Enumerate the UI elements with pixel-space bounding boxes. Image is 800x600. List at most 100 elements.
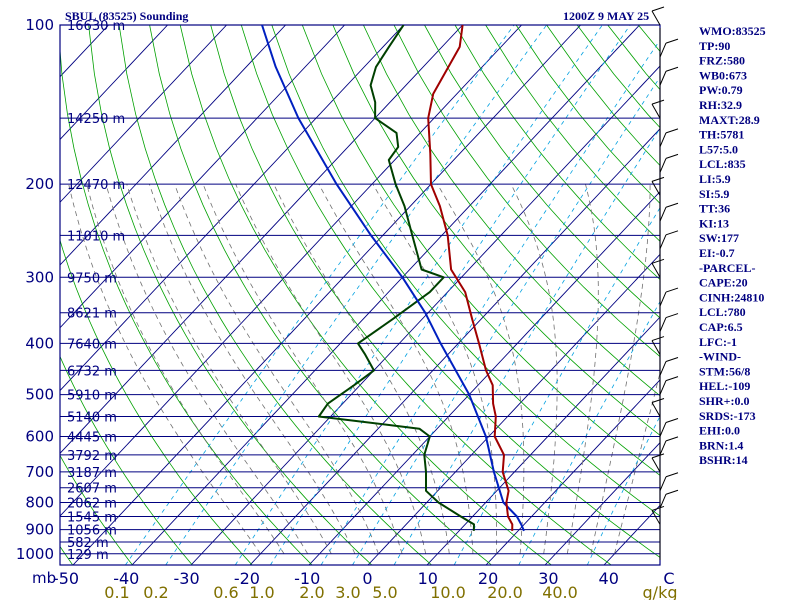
mixing-ratio-tick-label: 40.0 — [542, 583, 578, 600]
wind-barb-flag — [665, 287, 679, 293]
mixing-ratio-tick-label: 0.2 — [143, 583, 168, 600]
wind-barb — [651, 457, 661, 473]
dry-adiabat — [454, 25, 660, 281]
wind-barb-flag — [651, 176, 665, 182]
pressure-tick-label: 400 — [25, 334, 54, 352]
sounding-index: CAPE:20 — [699, 276, 748, 290]
wind-barb — [659, 291, 667, 307]
wind-barb — [659, 361, 667, 376]
sounding-index: SRDS:-173 — [699, 409, 756, 423]
sounding-index: LCL:780 — [699, 305, 746, 319]
height-label: 3792 m — [67, 449, 117, 464]
sounding-index: FRZ:580 — [699, 54, 745, 68]
dry-adiabat — [240, 25, 660, 558]
isotherm-line — [60, 25, 463, 454]
temperature-tick-label: 30 — [538, 569, 558, 588]
moist-adiabat — [149, 184, 356, 554]
wind-barbs — [651, 6, 679, 560]
pressure-unit-label: mb — [32, 569, 56, 587]
pressure-tick-label: 1000 — [16, 545, 54, 563]
temperature-profile — [427, 25, 514, 531]
height-label: 12470 m — [67, 178, 125, 193]
chart-title: SBUL (83525) Sounding — [65, 9, 188, 23]
wind-barb-flag — [665, 489, 679, 495]
mixing-ratio-tick-label: 10.0 — [430, 583, 466, 600]
temperature-tick-label: 40 — [599, 569, 619, 588]
wind-barb — [659, 132, 667, 148]
wind-barb-flag — [665, 472, 679, 478]
dry-adiabat — [210, 25, 612, 565]
wind-barb — [659, 42, 667, 58]
dry-adiabat — [88, 25, 373, 565]
sounding-index: BSHR:14 — [699, 453, 748, 467]
wind-barb — [659, 317, 667, 332]
height-label: 2607 m — [67, 482, 117, 497]
height-label: 9750 m — [67, 271, 117, 286]
wind-barb — [651, 263, 661, 278]
dry-adiabat — [363, 25, 660, 397]
pressure-tick-label: 100 — [25, 16, 54, 34]
height-label: 1056 m — [67, 524, 117, 539]
isotherm-line — [0, 25, 50, 565]
isotherm-line — [249, 128, 660, 565]
sounding-index: BRN:1.4 — [699, 438, 743, 452]
wind-barb-flag — [665, 436, 679, 442]
wind-barb — [659, 207, 667, 222]
sounding-index: CINH:24810 — [699, 290, 764, 304]
moist-adiabat — [68, 184, 261, 555]
moist-adiabat — [437, 183, 525, 554]
sounding-index: -WIND- — [699, 350, 741, 364]
temperature-tick-label: C — [663, 569, 674, 588]
height-label: 1545 m — [67, 510, 117, 525]
dry-adiabat — [0, 25, 13, 565]
dry-adiabat — [271, 25, 660, 517]
sounding-index: PW:0.79 — [699, 83, 743, 97]
isotherm-line — [190, 65, 660, 565]
sounding-index: TT:36 — [699, 202, 730, 216]
sounding-index: RH:32.9 — [699, 98, 742, 112]
sounding-index: -PARCEL- — [699, 261, 755, 275]
isotherm-line — [485, 379, 660, 565]
mixing-ratio-line — [125, 25, 515, 565]
isotherm-line — [367, 253, 660, 565]
sounding-index: SHR+:0.0 — [699, 394, 750, 408]
isobar-lines — [59, 24, 661, 566]
mixing-ratio-tick-label: g/kg — [643, 583, 678, 600]
wind-barb-flag — [665, 202, 679, 208]
moist-adiabat — [318, 184, 474, 554]
wind-barb — [659, 234, 667, 250]
height-label: 14250 m — [67, 112, 125, 127]
wind-barb-flag — [651, 258, 665, 264]
height-label: 8621 m — [67, 307, 117, 322]
mixing-ratio-line — [518, 300, 660, 565]
temperature-tick-label: -40 — [113, 569, 139, 588]
sounding-index: LFC:-1 — [699, 335, 737, 349]
temperature-tick-label: -20 — [234, 569, 260, 588]
wind-barb-flag — [665, 66, 679, 72]
wind-barb — [659, 422, 667, 437]
isotherm-line — [60, 25, 345, 329]
wind-barb — [659, 380, 667, 395]
dry-adiabat — [60, 454, 133, 565]
wind-barb — [659, 71, 667, 86]
isotherm-line — [60, 25, 168, 141]
temperature-tick-label: 0 — [362, 569, 372, 588]
isotherm-line — [60, 25, 286, 266]
dry-adiabat — [760, 25, 800, 565]
height-label: 4445 m — [67, 430, 117, 445]
pressure-tick-label: 300 — [25, 268, 54, 286]
mixing-ratio-tick-label: 20.0 — [487, 583, 523, 600]
height-label: 16630 m — [67, 19, 125, 34]
mixing-ratio-tick-label: 2.0 — [299, 583, 324, 600]
pressure-tick-label: 800 — [25, 494, 54, 512]
sounding-index: HEL:-109 — [699, 379, 750, 393]
mixing-ratio-line — [165, 25, 547, 565]
temperature-tick-label: 20 — [478, 569, 498, 588]
dry-adiabat — [424, 25, 660, 319]
mixing-ratio-tick-label: 5.0 — [372, 583, 397, 600]
wind-barb-flag — [665, 230, 679, 236]
sounding-index: EI:-0.7 — [699, 246, 735, 260]
mixing-ratio-line — [393, 127, 660, 565]
wind-barb-flag — [651, 6, 665, 12]
sounding-index: WB0:673 — [699, 68, 747, 82]
